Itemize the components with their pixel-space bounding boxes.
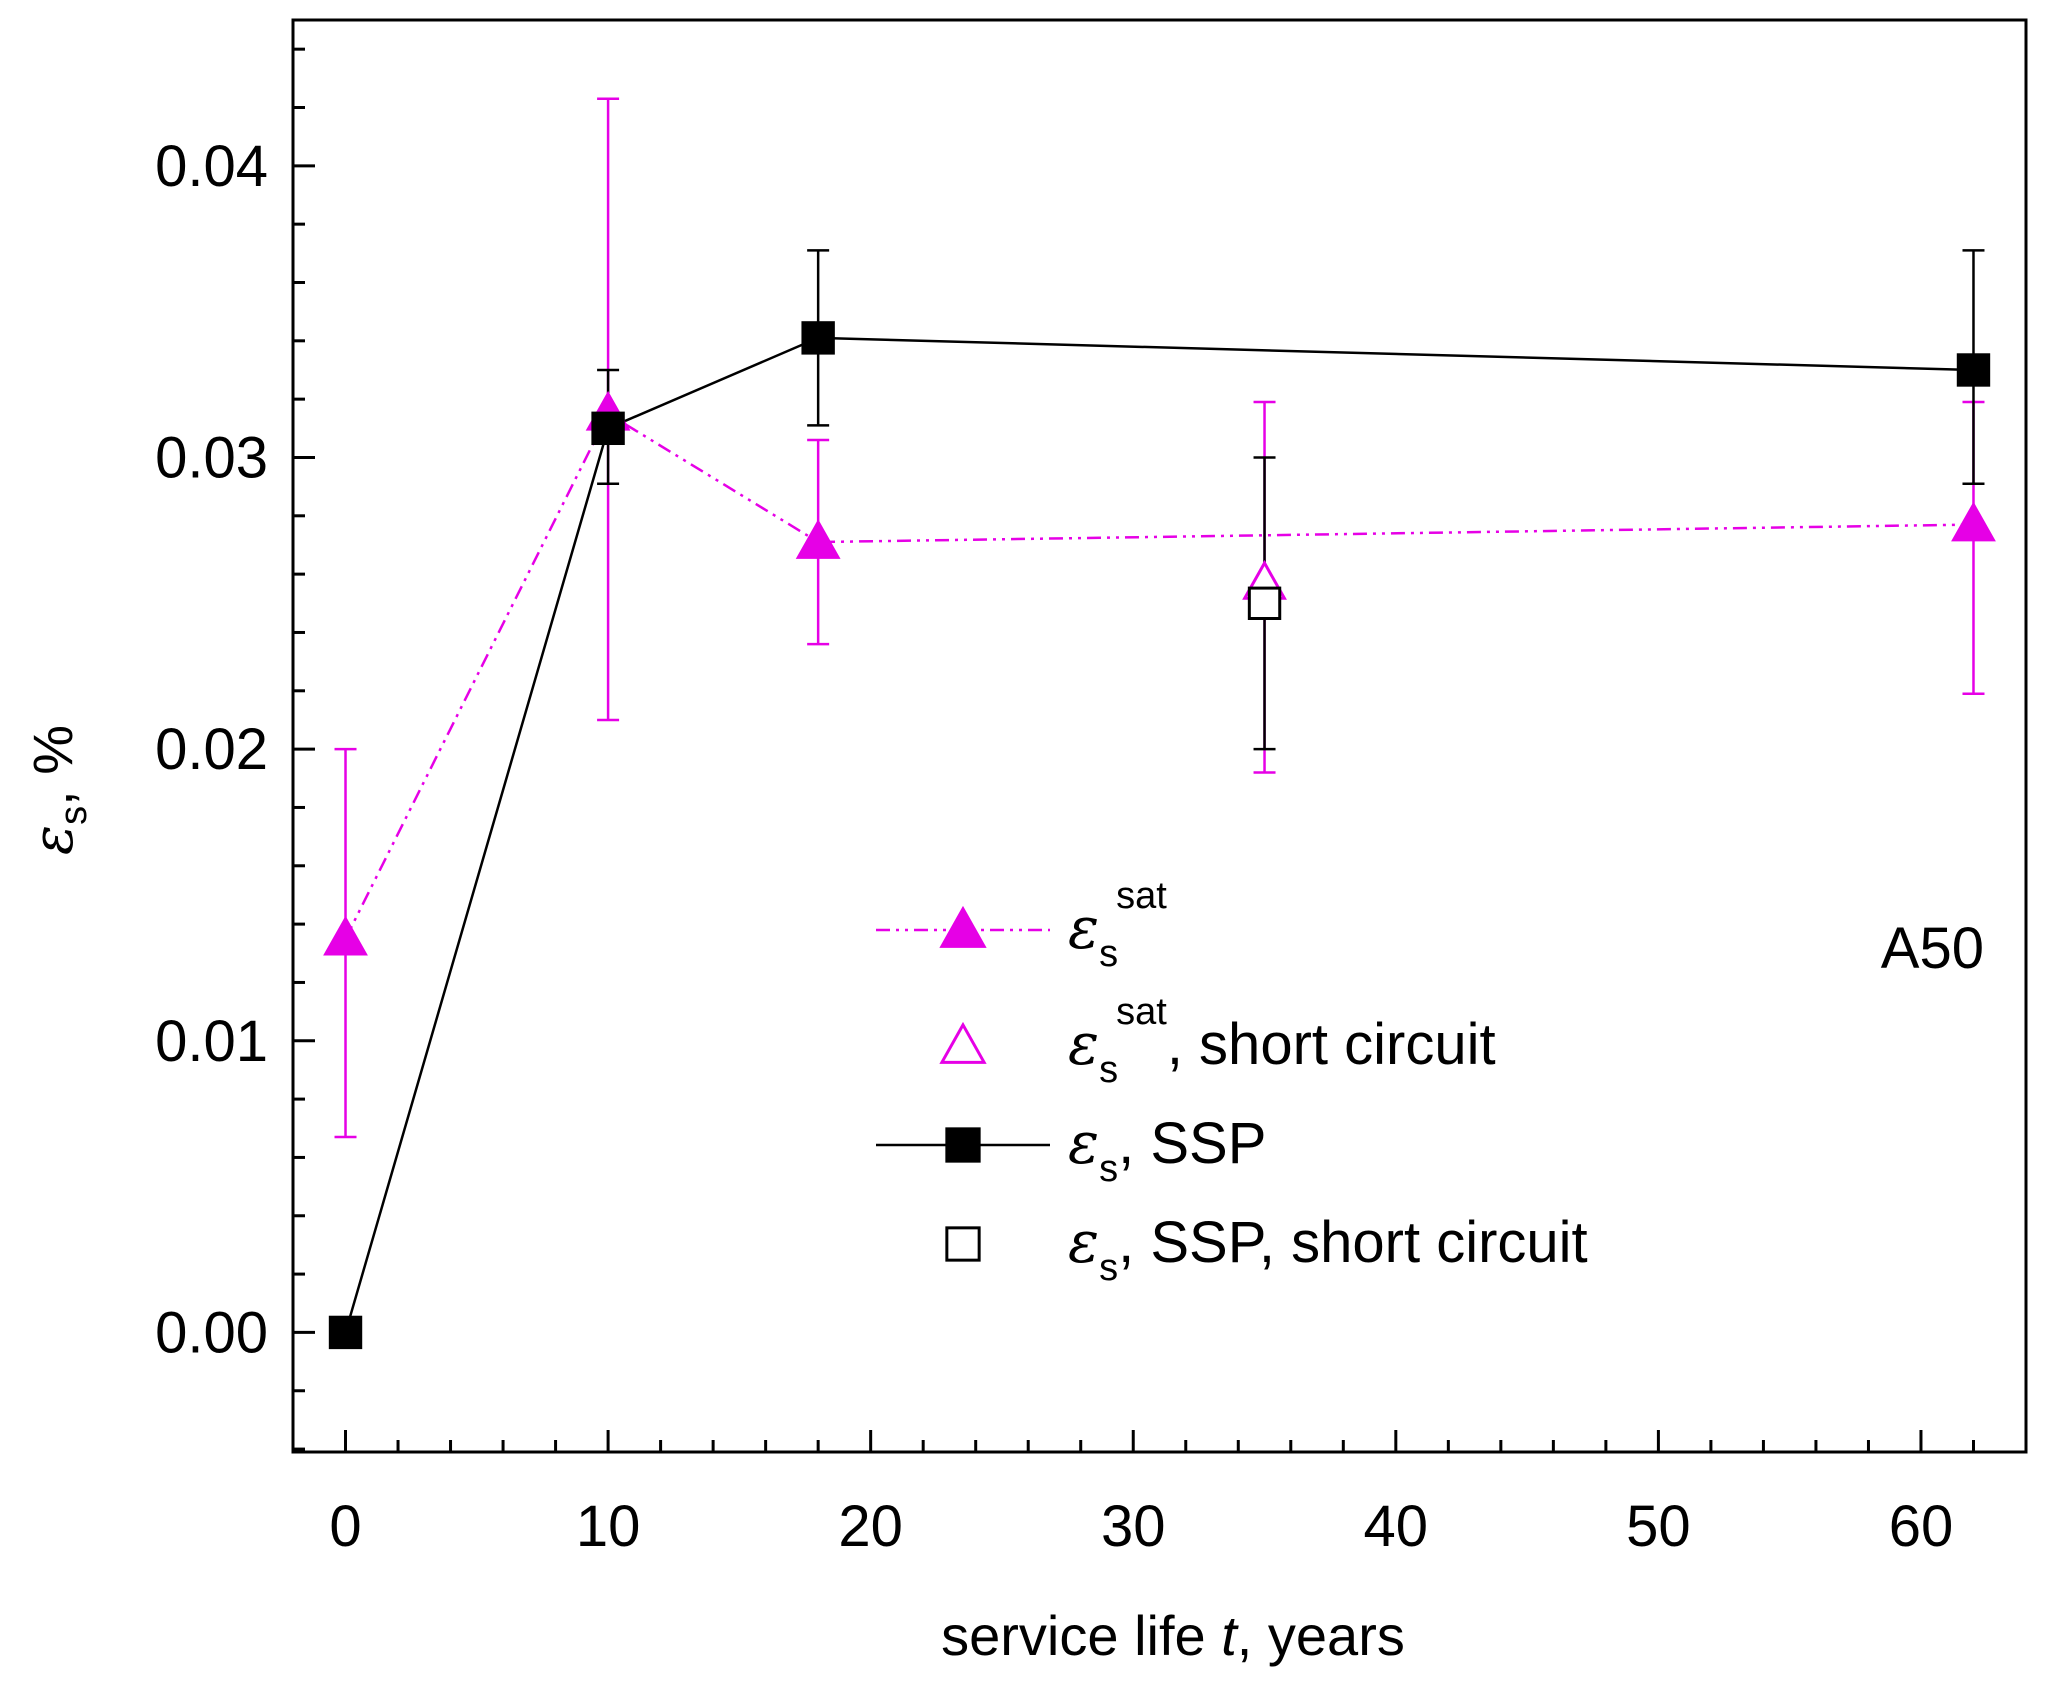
data-point-marker	[591, 411, 625, 446]
y-tick-label: 0.03	[155, 425, 268, 490]
y-tick-label: 0.00	[155, 1300, 268, 1365]
series-line	[344, 336, 1974, 1333]
y-tick-label: 0.02	[155, 717, 268, 782]
legend-entry: εssat	[876, 875, 1167, 975]
data-point-marker	[939, 905, 987, 948]
y-tick-label: 0.01	[155, 1009, 268, 1074]
x-tick-label: 10	[576, 1494, 641, 1559]
series-line	[344, 411, 1974, 940]
data-point-marker	[328, 1315, 363, 1350]
data-point-marker	[945, 1226, 981, 1262]
legend-label: εs, SSP	[1068, 1109, 1266, 1190]
data-point-marker	[1956, 353, 1991, 387]
axis-ticks	[291, 47, 2028, 1452]
data-point-marker	[1951, 501, 1996, 542]
x-tick-label: 60	[1889, 1494, 1954, 1559]
x-tick-label: 20	[838, 1494, 903, 1559]
x-axis-title: service life t, years	[941, 1604, 1405, 1667]
panel-annotation: A50	[1881, 916, 1984, 981]
x-tick-label: 40	[1364, 1494, 1429, 1559]
x-tick-label: 0	[329, 1494, 361, 1559]
legend-label: εssat, short circuit	[1068, 991, 1496, 1091]
y-axis-title: εs, %	[21, 725, 95, 855]
data-point-marker	[795, 519, 841, 559]
x-tick-label: 50	[1626, 1494, 1691, 1559]
legend-entry: εs, SSP	[876, 1109, 1266, 1190]
x-tick-label: 30	[1101, 1494, 1166, 1559]
legend-entry: εs, SSP, short circuit	[945, 1208, 1588, 1289]
plot-frame	[291, 18, 2028, 1454]
data-point-marker	[945, 1127, 981, 1163]
y-tick-label: 0.04	[155, 134, 268, 199]
tick-labels: 0 10 20 30 40 50 60 0.00 0.01 0.02 0.03 0.04	[155, 134, 1953, 1559]
series-0	[334, 97, 1985, 1139]
legend-label: εs, SSP, short circuit	[1068, 1208, 1588, 1289]
data-point-marker	[939, 1021, 987, 1064]
data-point-marker	[1247, 586, 1282, 620]
plot-area	[323, 97, 1996, 1350]
legend-label: εssat	[1068, 875, 1167, 975]
legend: εssat εssat, short circuit εs, SSP εs, SSP,…	[876, 875, 1588, 1289]
legend-entry: εssat, short circuit	[939, 991, 1496, 1091]
data-point-marker	[801, 321, 835, 355]
data-point-marker	[323, 915, 368, 956]
